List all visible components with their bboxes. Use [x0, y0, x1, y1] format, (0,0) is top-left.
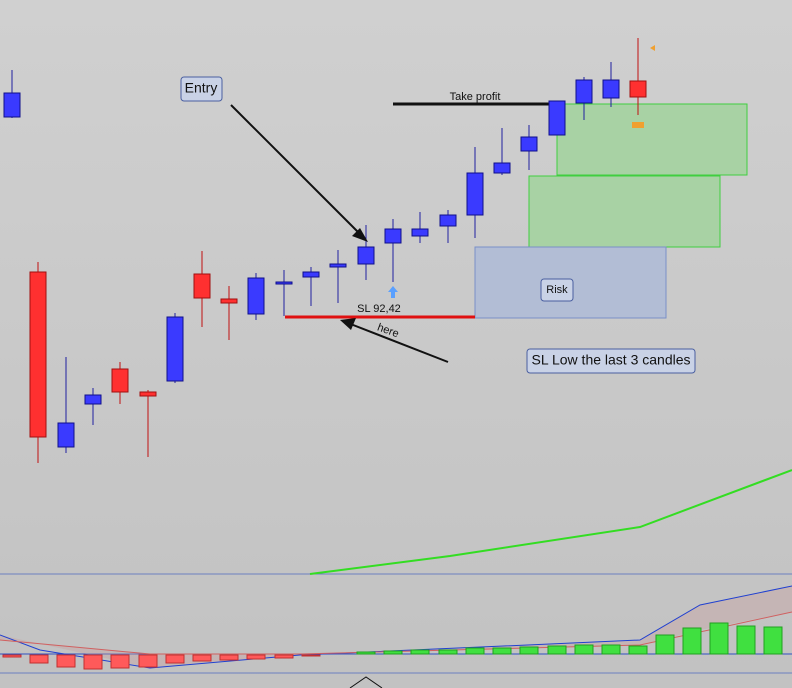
histogram-bar [574, 644, 594, 655]
histogram-bar [519, 646, 539, 655]
histogram-bar [110, 654, 130, 669]
candle-body [384, 228, 402, 244]
marker [650, 45, 655, 51]
note-label: SL Low the last 3 candles [531, 352, 690, 368]
histogram-bar [274, 654, 294, 659]
histogram-bar [438, 649, 458, 655]
candle-body [629, 80, 647, 98]
histogram-bar [356, 651, 376, 655]
candle-body [139, 391, 157, 397]
histogram-bar [601, 644, 621, 655]
histogram-bar [682, 627, 702, 655]
target-zone [528, 175, 721, 248]
histogram-bar [628, 645, 648, 655]
histogram-bar [547, 645, 567, 655]
marker [632, 122, 644, 128]
histogram-bar [138, 654, 158, 668]
histogram-bar [165, 654, 185, 664]
histogram-bar [492, 647, 512, 655]
candle-body [111, 368, 129, 393]
candle-body [329, 263, 347, 268]
oscillator-line [0, 585, 792, 669]
candle-body [575, 79, 593, 104]
histogram-bar [246, 654, 266, 660]
candle-body [466, 172, 484, 216]
entry-label: Entry [185, 80, 218, 96]
candle-body [548, 100, 566, 136]
chart-layer [0, 469, 792, 688]
histogram-bar [736, 625, 756, 655]
histogram-bar [763, 626, 783, 655]
histogram-bar [2, 654, 22, 658]
candle-body [357, 246, 375, 265]
candle-body [84, 394, 102, 405]
arrow [347, 322, 449, 363]
moving-average [309, 469, 792, 575]
candle-body [29, 271, 47, 438]
stop-loss-label: SL 92,42 [357, 303, 401, 315]
risk-label: Risk [546, 284, 568, 296]
arrow [230, 104, 365, 239]
candle-body [193, 273, 211, 299]
label-box [540, 278, 574, 302]
candle-body [439, 214, 457, 227]
candle-body [302, 271, 320, 278]
candle-body [247, 277, 265, 315]
histogram-bar [56, 654, 76, 668]
candle-body [520, 136, 538, 152]
candle-body [3, 92, 21, 118]
label-box [180, 76, 223, 102]
histogram-bar [192, 654, 212, 662]
candle-body [275, 281, 293, 285]
take-profit-label: Take profit [450, 91, 501, 103]
label-box [526, 348, 696, 374]
candle-body [493, 162, 511, 174]
histogram-bar [83, 654, 103, 670]
candle-body [602, 79, 620, 99]
histogram-bar [301, 654, 321, 657]
histogram-bar [383, 650, 403, 655]
candle-body [220, 298, 238, 304]
target-zone [556, 103, 748, 176]
candle-body [411, 228, 429, 237]
arrow-head [340, 318, 356, 330]
candle-body [166, 316, 184, 382]
here-label: here [376, 322, 401, 341]
signal-arrow [388, 286, 398, 298]
histogram-bar [29, 654, 49, 664]
histogram-bar [410, 649, 430, 655]
candles [3, 38, 647, 463]
candle-body [57, 422, 75, 448]
histogram-bar [709, 622, 729, 655]
arrow-head [352, 228, 368, 242]
histogram-bar [219, 654, 239, 661]
cursor [349, 676, 383, 688]
histogram-bar [655, 634, 675, 655]
histogram-bar [465, 647, 485, 655]
